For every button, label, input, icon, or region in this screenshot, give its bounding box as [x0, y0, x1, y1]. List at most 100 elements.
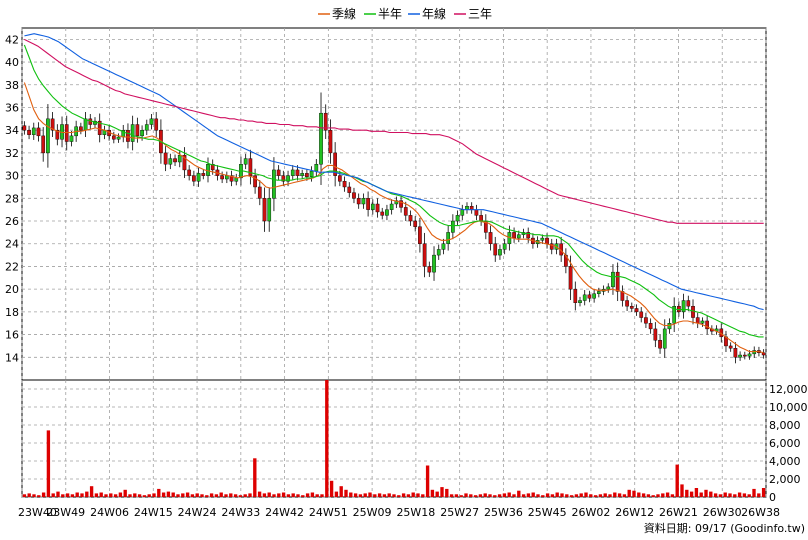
- volume-bar: [483, 493, 487, 497]
- volume-bar: [445, 488, 449, 497]
- candle-down: [79, 126, 83, 131]
- candle-down: [695, 317, 700, 324]
- volume-bar: [291, 493, 295, 497]
- volume-bar: [761, 488, 766, 497]
- volume-bar: [478, 494, 483, 497]
- candle-down: [733, 348, 738, 358]
- volume-bar: [387, 493, 391, 497]
- candle-down: [413, 220, 418, 227]
- volume-bar: [613, 492, 617, 497]
- volume-bar: [593, 495, 598, 497]
- candle-down: [366, 198, 370, 210]
- volume-bar: [37, 495, 41, 497]
- candle-down: [220, 175, 224, 180]
- volume-bar: [104, 494, 108, 497]
- legend-item-3year: 三年: [454, 7, 492, 21]
- price-y-tick-label: 20: [5, 283, 19, 296]
- volume-frame: [21, 379, 767, 498]
- volume-bar: [171, 492, 175, 497]
- volume-bar: [209, 493, 214, 497]
- candle-up: [168, 158, 173, 165]
- candle-down: [629, 305, 634, 309]
- volume-bar: [617, 493, 622, 497]
- x-tick-label: 25W27: [440, 506, 479, 519]
- volume-bar: [536, 494, 540, 497]
- volume-bar: [128, 494, 132, 497]
- volume-bar: [689, 491, 694, 497]
- volume-bar: [190, 494, 195, 497]
- candle-down: [182, 154, 187, 171]
- candle-down: [173, 158, 177, 163]
- volume-bar: [397, 495, 401, 497]
- volume-bar: [166, 491, 171, 497]
- candle-down: [568, 266, 573, 290]
- candle-down: [305, 173, 309, 177]
- volume-bar: [401, 493, 406, 497]
- candle-up: [319, 112, 323, 165]
- volume-bar: [685, 489, 689, 497]
- volume-bar: [598, 494, 603, 497]
- volume-bar: [589, 494, 593, 497]
- volume-bar: [502, 493, 507, 497]
- x-tick-label: 26W21: [659, 506, 698, 519]
- price-y-tick-label: 36: [5, 101, 19, 114]
- volume-bar: [752, 488, 756, 497]
- candle-up: [455, 215, 460, 222]
- x-tick-label: 24W33: [221, 506, 260, 519]
- candle-down: [126, 129, 130, 142]
- volume-bar: [22, 494, 27, 497]
- candle-up: [69, 135, 74, 142]
- volume-bar: [233, 494, 238, 497]
- volume-bar: [281, 492, 286, 497]
- candle-up: [611, 271, 615, 288]
- candle-up: [752, 350, 757, 355]
- volume-bar: [94, 493, 99, 497]
- candle-down: [187, 169, 192, 176]
- volume-bar: [32, 494, 36, 497]
- volume-bar: [555, 492, 559, 497]
- candle-up: [738, 354, 742, 358]
- volume-bar: [137, 494, 142, 497]
- volume-bar: [224, 494, 228, 497]
- volume-bar: [574, 494, 579, 497]
- candle-down: [347, 186, 352, 193]
- x-tick-label: 23W40: [18, 506, 57, 519]
- candle-down: [479, 215, 483, 222]
- legend-label-year: 年線: [422, 6, 446, 21]
- x-tick-label: 26W02: [572, 506, 611, 519]
- volume-bar: [272, 494, 276, 497]
- volume-bar: [497, 494, 502, 497]
- candle-down: [229, 175, 234, 182]
- volume-bar: [464, 493, 468, 497]
- volume-bar: [349, 492, 353, 497]
- volume-bar: [205, 495, 209, 497]
- candle-down: [323, 112, 328, 131]
- volume-bar: [253, 458, 257, 497]
- candle-down: [408, 215, 413, 222]
- candle-up: [149, 118, 154, 125]
- candle-up: [272, 169, 276, 199]
- candle-up: [140, 129, 144, 137]
- volume-bar: [454, 494, 459, 497]
- volume-bar: [473, 495, 478, 497]
- volume-bar: [661, 493, 665, 497]
- candle-up: [130, 124, 135, 142]
- candle-up: [116, 136, 121, 140]
- candle-down: [728, 345, 733, 349]
- candle-up: [361, 198, 366, 205]
- volume-bar: [305, 493, 310, 497]
- candle-down: [418, 226, 422, 244]
- volume-bar: [161, 492, 166, 497]
- volume-bar: [430, 489, 435, 497]
- volume-bar: [637, 492, 641, 497]
- volume-bar: [545, 493, 550, 497]
- candle-down: [625, 300, 629, 307]
- candle-up: [267, 198, 272, 222]
- volume-bar: [181, 493, 185, 497]
- candle-down: [653, 328, 658, 341]
- candle-down: [135, 124, 140, 137]
- volume-bar: [651, 495, 655, 497]
- price-y-tick-label: 42: [5, 33, 19, 46]
- price-y-tick-label: 32: [5, 147, 19, 160]
